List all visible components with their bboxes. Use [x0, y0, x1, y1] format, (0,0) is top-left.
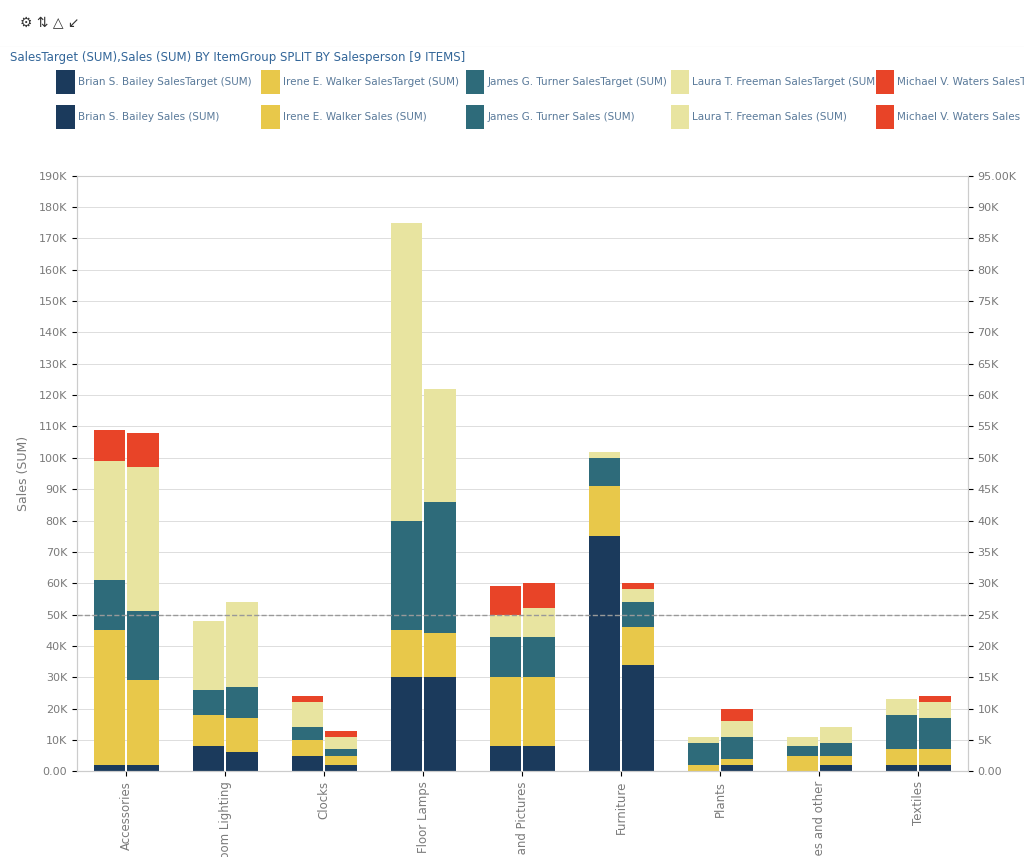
- Bar: [589, 486, 621, 536]
- Text: James G. Turner Sales (SUM): James G. Turner Sales (SUM): [487, 111, 635, 122]
- Bar: [489, 677, 521, 746]
- Bar: [127, 467, 159, 611]
- Bar: [623, 665, 654, 771]
- Bar: [226, 602, 258, 686]
- Bar: [193, 620, 224, 690]
- Bar: [424, 633, 456, 677]
- Bar: [886, 765, 918, 771]
- Text: Michael V. Waters Sales (SUM): Michael V. Waters Sales (SUM): [897, 111, 1024, 122]
- Bar: [721, 758, 753, 765]
- Bar: [721, 737, 753, 758]
- Bar: [786, 756, 818, 771]
- Bar: [326, 749, 357, 756]
- Bar: [292, 740, 324, 756]
- Text: Laura T. Freeman Sales (SUM): Laura T. Freeman Sales (SUM): [692, 111, 847, 122]
- Bar: [93, 461, 125, 580]
- Bar: [687, 765, 719, 771]
- Bar: [589, 536, 621, 771]
- Bar: [193, 746, 224, 771]
- Bar: [687, 743, 719, 765]
- Text: SalesTarget (SUM),Sales (SUM) BY ItemGroup SPLIT BY Salesperson [9 ITEMS]: SalesTarget (SUM),Sales (SUM) BY ItemGro…: [10, 51, 466, 64]
- Bar: [193, 690, 224, 715]
- Bar: [786, 746, 818, 756]
- Text: Michael V. Waters SalesTarget (SUM): Michael V. Waters SalesTarget (SUM): [897, 77, 1024, 87]
- Bar: [523, 746, 555, 771]
- Bar: [326, 765, 357, 771]
- Bar: [920, 696, 951, 703]
- Bar: [292, 703, 324, 728]
- Bar: [589, 452, 621, 458]
- Bar: [424, 389, 456, 501]
- Bar: [589, 458, 621, 486]
- Bar: [326, 756, 357, 765]
- Bar: [93, 630, 125, 765]
- Bar: [390, 630, 422, 677]
- Bar: [721, 709, 753, 721]
- Bar: [820, 765, 852, 771]
- Text: ⚙ ⇅ △ ↙: ⚙ ⇅ △ ↙: [20, 16, 80, 31]
- Bar: [886, 699, 918, 715]
- Text: Laura T. Freeman SalesTarget (SUM): Laura T. Freeman SalesTarget (SUM): [692, 77, 880, 87]
- Bar: [226, 686, 258, 718]
- Bar: [721, 765, 753, 771]
- Bar: [424, 677, 456, 771]
- Bar: [292, 756, 324, 771]
- Bar: [390, 677, 422, 771]
- Text: James G. Turner SalesTarget (SUM): James G. Turner SalesTarget (SUM): [487, 77, 668, 87]
- Bar: [127, 433, 159, 467]
- Bar: [127, 680, 159, 765]
- Bar: [127, 611, 159, 680]
- Bar: [193, 715, 224, 746]
- Bar: [489, 586, 521, 614]
- Bar: [820, 728, 852, 743]
- Bar: [226, 718, 258, 752]
- Bar: [326, 737, 357, 749]
- Bar: [489, 637, 521, 677]
- Bar: [226, 752, 258, 771]
- Bar: [93, 765, 125, 771]
- Bar: [820, 743, 852, 756]
- Bar: [523, 637, 555, 677]
- Y-axis label: Sales (SUM): Sales (SUM): [17, 436, 31, 511]
- Bar: [292, 696, 324, 703]
- Bar: [93, 429, 125, 461]
- Bar: [623, 602, 654, 627]
- Bar: [920, 703, 951, 718]
- Bar: [623, 584, 654, 590]
- Bar: [489, 614, 521, 637]
- Text: Brian S. Bailey Sales (SUM): Brian S. Bailey Sales (SUM): [78, 111, 219, 122]
- Bar: [687, 737, 719, 743]
- Bar: [920, 718, 951, 749]
- Bar: [326, 730, 357, 737]
- Bar: [489, 746, 521, 771]
- Bar: [523, 584, 555, 608]
- Bar: [623, 627, 654, 665]
- Bar: [390, 520, 422, 630]
- Text: Irene E. Walker Sales (SUM): Irene E. Walker Sales (SUM): [283, 111, 426, 122]
- Bar: [886, 749, 918, 765]
- Bar: [721, 721, 753, 737]
- Bar: [390, 223, 422, 520]
- Bar: [920, 749, 951, 765]
- Bar: [424, 501, 456, 633]
- Text: Brian S. Bailey SalesTarget (SUM): Brian S. Bailey SalesTarget (SUM): [78, 77, 252, 87]
- Text: Irene E. Walker SalesTarget (SUM): Irene E. Walker SalesTarget (SUM): [283, 77, 459, 87]
- Bar: [523, 677, 555, 746]
- Bar: [292, 728, 324, 740]
- Bar: [127, 765, 159, 771]
- Bar: [623, 590, 654, 602]
- Bar: [886, 715, 918, 749]
- Bar: [820, 756, 852, 765]
- Bar: [786, 737, 818, 746]
- Bar: [523, 608, 555, 637]
- Bar: [920, 765, 951, 771]
- Bar: [93, 580, 125, 630]
